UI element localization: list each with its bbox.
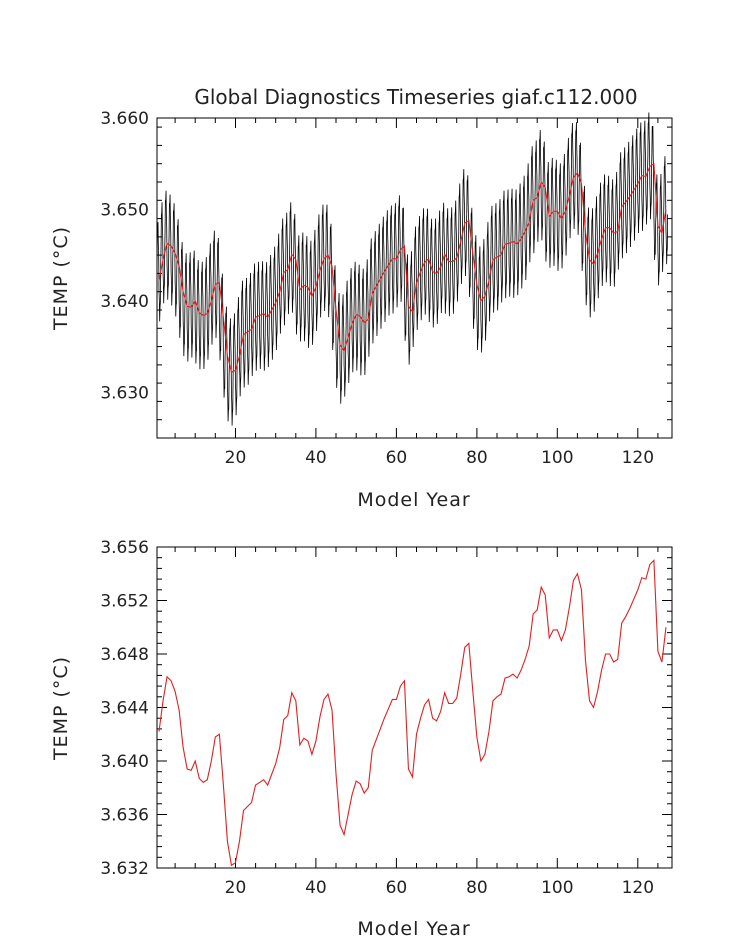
top-series-group [156,112,669,426]
top-y-tick-label: 3.640 [100,292,149,312]
bottom-x-tick-label: 80 [466,878,488,898]
top-y-tick-label: 3.650 [100,200,149,220]
bottom-y-tick-labels: 3.632 3.636 3.640 3.644 3.648 3.652 3.656 [100,538,149,879]
bottom-x-axis-label: Model Year [357,918,470,940]
top-plot-frame [156,117,673,439]
top-x-tick-label: 40 [305,448,327,468]
bottom-x-tick-label: 20 [225,878,247,898]
bottom-y-tick-label: 3.640 [100,752,149,772]
bottom-plot-frame [156,546,673,869]
bottom-x-tick-labels: 20 40 60 80 100 120 [225,878,654,898]
top-x-axis-label: Model Year [357,489,470,511]
top-x-tick-label: 100 [541,448,573,468]
bottom-x-tick-label: 120 [622,878,654,898]
bottom-y-tick-label: 3.648 [100,645,149,665]
bottom-y-tick-label: 3.636 [100,806,149,826]
bottom-x-tick-label: 60 [386,878,408,898]
top-y-tick-label: 3.660 [100,109,149,129]
bottom-y-tick-label: 3.652 [100,592,149,612]
top-x-tick-label: 120 [622,448,654,468]
bottom-panel: 3.632 3.636 3.640 3.644 3.648 3.652 3.656 20 40… [50,538,673,940]
bottom-y-tick-label: 3.644 [100,699,149,719]
top-monthly-series-line [156,112,669,426]
bottom-y-axis-label: TEMP (°C) [50,656,72,761]
top-x-tick-label: 80 [466,448,488,468]
top-x-tick-labels: 20 40 60 80 100 120 [225,448,654,468]
bottom-y-tick-label: 3.632 [100,859,149,879]
bottom-series-group [158,559,667,867]
bottom-y-tick-label: 3.656 [100,538,149,558]
top-axes-ticks [157,118,672,439]
top-panel: 3.630 3.640 3.650 3.660 20 40 60 80 100 120 Mode… [50,109,673,511]
top-annual-series-line [158,162,667,373]
bottom-annual-series-line [158,559,667,867]
bottom-x-tick-label: 40 [305,878,327,898]
top-x-tick-label: 60 [386,448,408,468]
top-y-tick-label: 3.630 [100,383,149,403]
top-y-tick-labels: 3.630 3.640 3.650 3.660 [100,109,149,403]
bottom-x-tick-label: 100 [541,878,573,898]
top-x-tick-label: 20 [225,448,247,468]
chart-title: Global Diagnostics Timeseries giaf.c112.… [194,85,637,109]
top-y-axis-label: TEMP (°C) [50,226,72,331]
